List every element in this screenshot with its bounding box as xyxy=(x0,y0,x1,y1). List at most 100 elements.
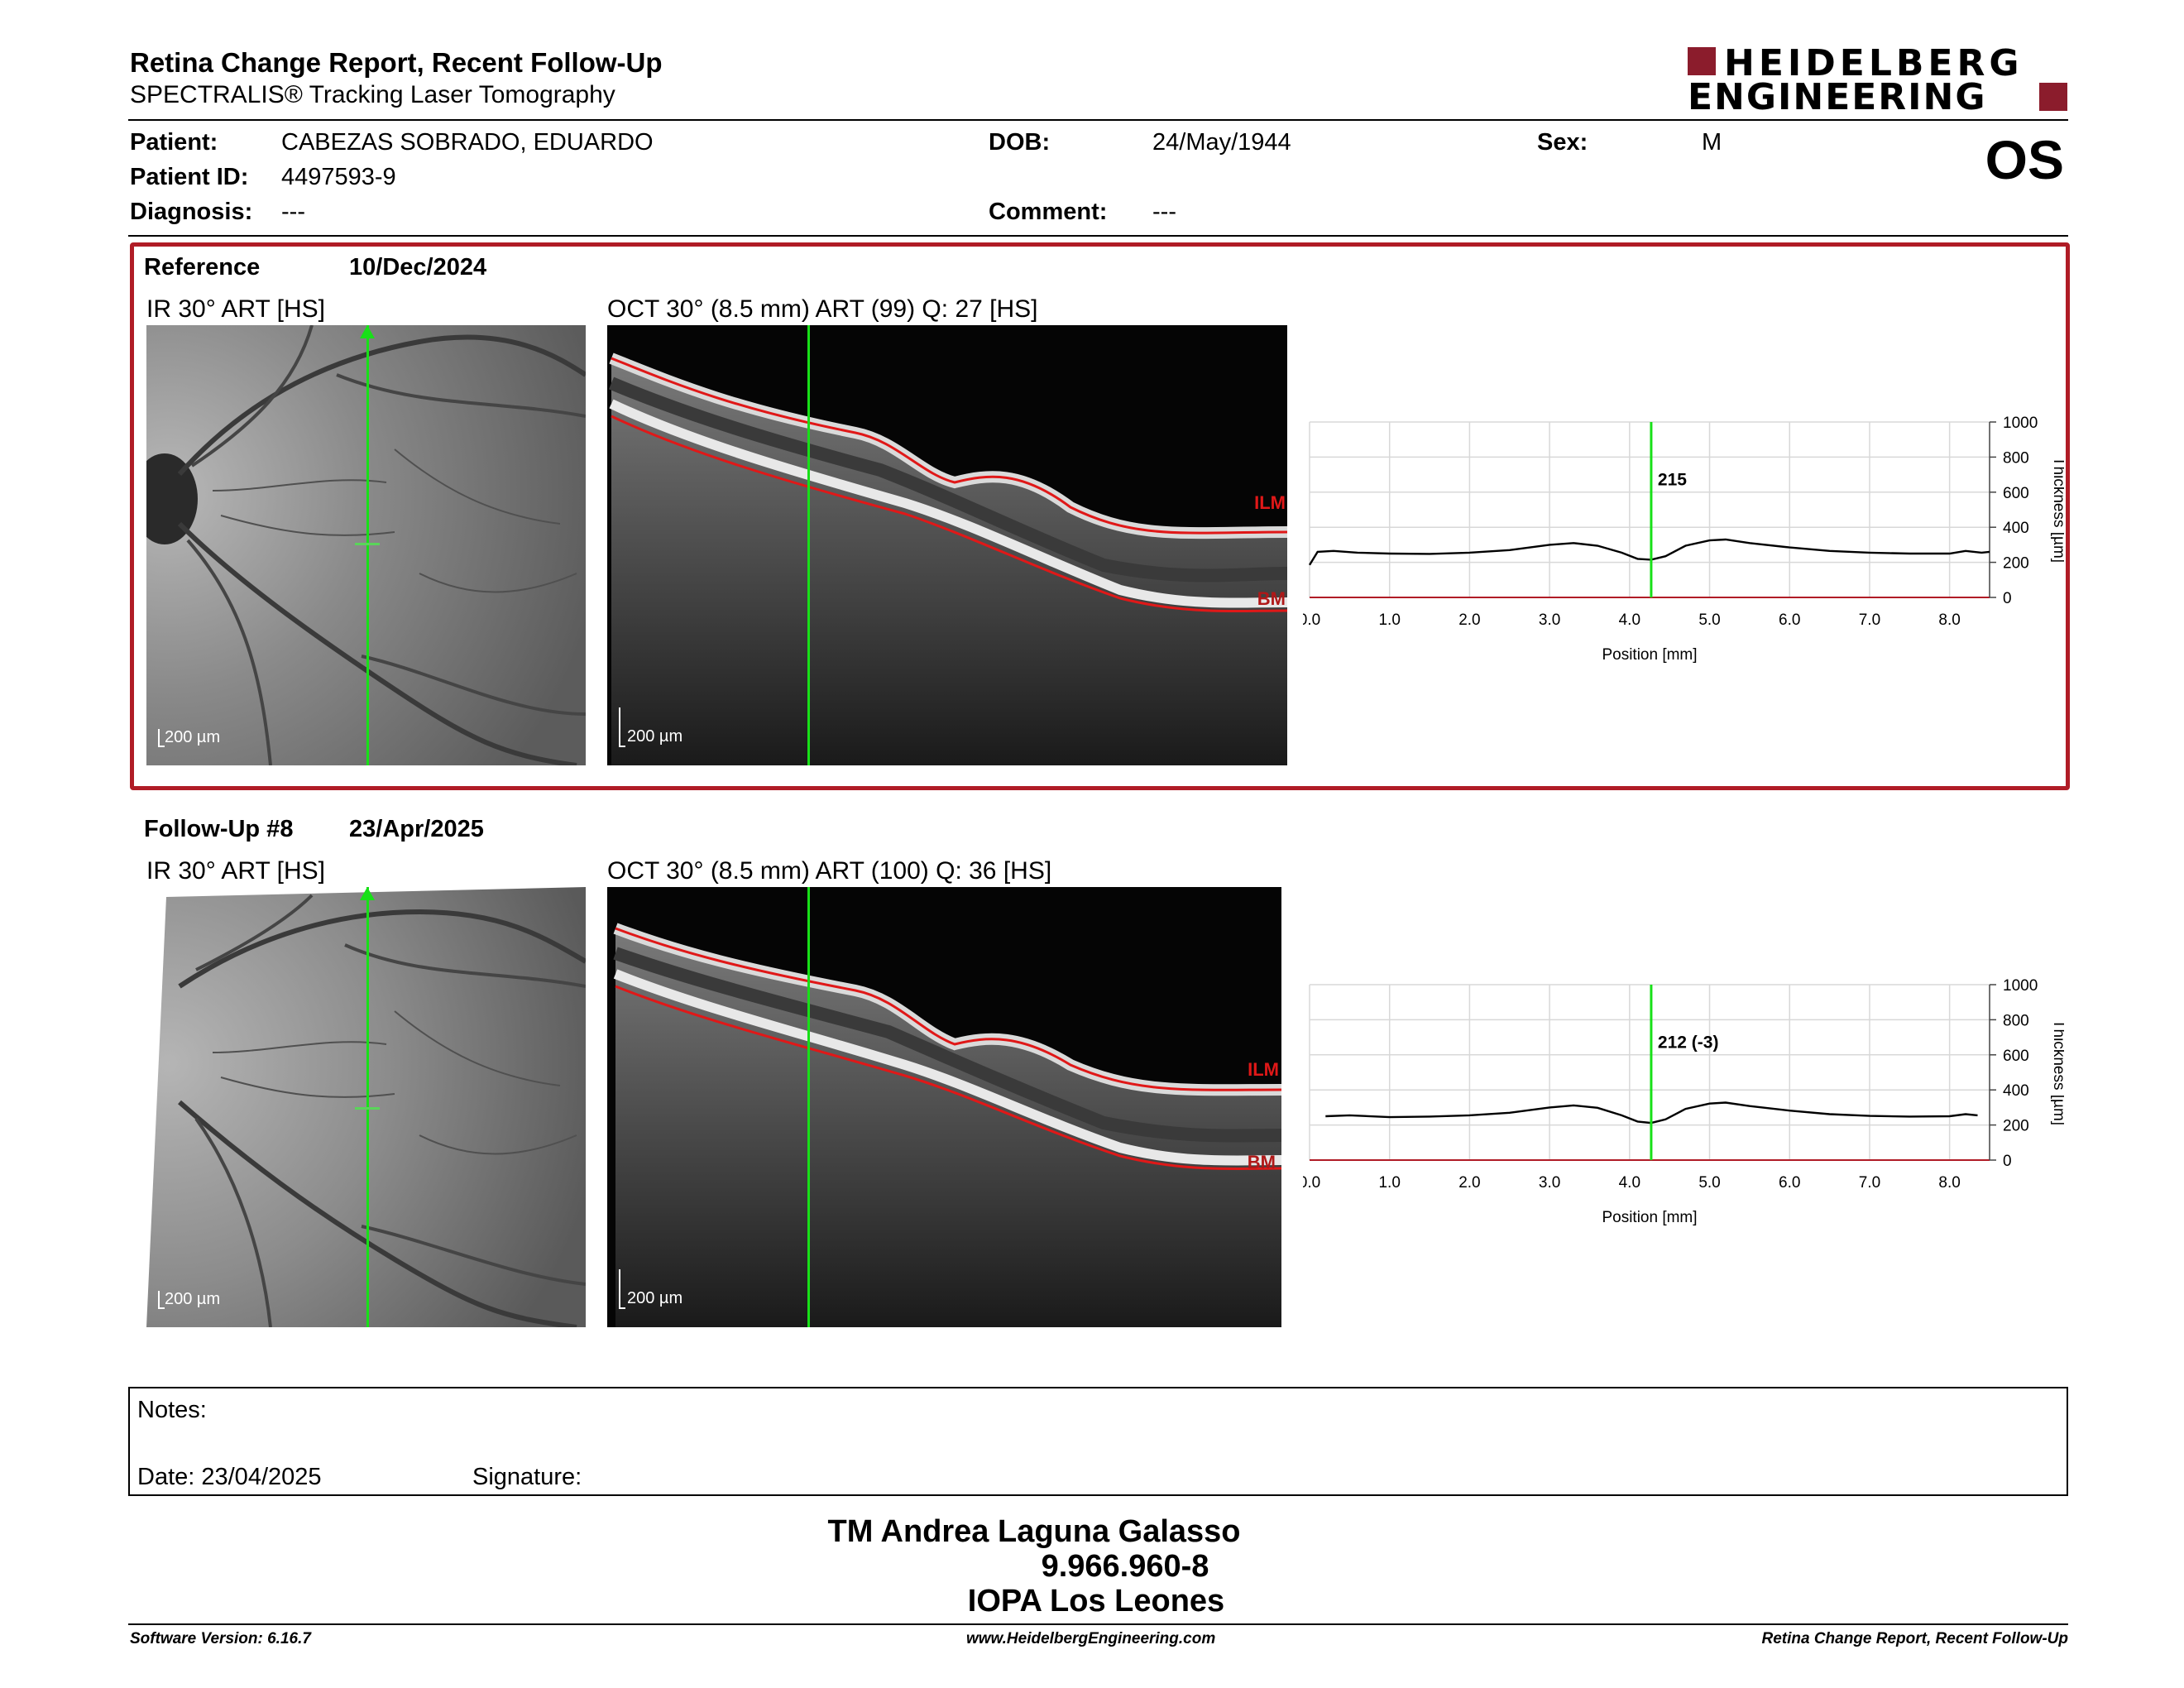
oct-scan-line xyxy=(807,887,810,1327)
reference-oct-caption: OCT 30° (8.5 mm) ART (99) Q: 27 [HS] xyxy=(607,295,1038,323)
reference-ir-scale-label: 200 µm xyxy=(165,728,221,746)
patient-id-value: 4497593-9 xyxy=(281,164,396,190)
thickness-series-line xyxy=(1325,1101,1978,1125)
oct-scalebar-line xyxy=(619,707,620,747)
website-link[interactable]: www.HeidelbergEngineering.com xyxy=(966,1630,1216,1647)
notes-date: Date: 23/04/2025 xyxy=(137,1464,322,1490)
followup-label: Follow-Up #8 xyxy=(144,816,294,842)
patient-name: CABEZAS SOBRADO, EDUARDO xyxy=(281,129,654,156)
followup-thickness-chart: 0 200 400 600 800 1000 0.0 1.0 2.0 3.0 4.0 5.0 6.0 7.… xyxy=(1303,977,2064,1226)
ir-fovea-marker xyxy=(355,1107,380,1110)
ir-scalebar-foot xyxy=(158,746,165,747)
reference-ir-caption: IR 30° ART [HS] xyxy=(146,295,325,323)
y-tick-label: 800 xyxy=(2003,449,2029,467)
reference-label: Reference xyxy=(144,254,261,281)
logo-text-top: HEIDELBERG xyxy=(1724,42,2024,84)
x-tick-label: 2.0 xyxy=(1458,611,1480,629)
notes-box: Notes: Date: 23/04/2025 Signature: xyxy=(128,1387,2068,1496)
patient-divider xyxy=(128,235,2068,237)
cursor-value-label: 212 (-3) xyxy=(1658,1033,1719,1052)
ir-scalebar-foot xyxy=(158,1307,165,1309)
followup-oct-scale-label: 200 µm xyxy=(627,1289,683,1307)
reference-date: 10/Dec/2024 xyxy=(349,254,487,281)
signer-institution: IOPA Los Leones xyxy=(967,1584,1225,1618)
dob-value: 24/May/1944 xyxy=(1152,129,1291,156)
followup-oct-caption: OCT 30° (8.5 mm) ART (100) Q: 36 [HS] xyxy=(607,857,1052,885)
x-tick-label: 7.0 xyxy=(1859,611,1880,629)
logo-square-bottom xyxy=(2039,83,2067,111)
followup-ir-image: 200 µm xyxy=(146,887,586,1327)
reference-thickness-chart: 0 200 400 600 800 1000 0.0 1.0 2.0 3.0 4.0 5.0 6.0 7.… xyxy=(1303,415,2064,664)
x-tick-label: 1.0 xyxy=(1378,611,1400,629)
y-axis-label: Thickness [µm] xyxy=(2050,1019,2064,1125)
x-tick-label: 5.0 xyxy=(1698,1174,1720,1192)
comment-label: Comment: xyxy=(989,199,1108,225)
y-tick-label: 600 xyxy=(2003,485,2029,502)
ir-fovea-marker xyxy=(355,543,380,545)
software-version: Software Version: 6.16.7 xyxy=(130,1630,311,1647)
followup-date: 23/Apr/2025 xyxy=(349,816,484,842)
diagnosis-value: --- xyxy=(281,199,305,225)
reference-bm-label: BM xyxy=(1257,588,1286,609)
x-tick-label: 4.0 xyxy=(1619,1174,1640,1192)
x-tick-label: 3.0 xyxy=(1539,611,1560,629)
y-tick-label: 400 xyxy=(2003,1082,2029,1100)
x-tick-label: 5.0 xyxy=(1698,611,1720,629)
logo-text-bottom: ENGINEERING xyxy=(1688,76,1987,118)
x-tick-label: 1.0 xyxy=(1378,1174,1400,1192)
followup-oct-image: ILM BM 200 µm xyxy=(607,887,1287,1327)
y-tick-label: 600 xyxy=(2003,1048,2029,1065)
ir-scan-arrow xyxy=(360,325,375,338)
heidelberg-logo: HEIDELBERG ENGINEERING xyxy=(1688,42,2068,118)
reference-section-frame xyxy=(130,242,2070,790)
patient-id-label: Patient ID: xyxy=(130,164,249,190)
oct-scalebar-foot xyxy=(619,746,625,747)
y-tick-label: 200 xyxy=(2003,1118,2029,1135)
sex-label: Sex: xyxy=(1537,129,1588,156)
y-tick-label: 0 xyxy=(2003,1153,2012,1170)
dob-label: DOB: xyxy=(989,129,1051,156)
patient-label: Patient: xyxy=(130,129,218,156)
thickness-series-line xyxy=(1308,538,1990,566)
ir-scan-line xyxy=(366,325,369,765)
x-axis-label: Position [mm] xyxy=(1602,1209,1697,1226)
oct-scalebar-line xyxy=(619,1269,620,1309)
comment-value: --- xyxy=(1152,199,1176,225)
x-tick-label: 8.0 xyxy=(1938,611,1960,629)
diagnosis-label: Diagnosis: xyxy=(130,199,253,225)
x-tick-label: 8.0 xyxy=(1938,1174,1960,1192)
sex-value: M xyxy=(1702,129,1722,156)
reference-ilm-label: ILM xyxy=(1254,492,1286,513)
footer-report-name: Retina Change Report, Recent Follow-Up xyxy=(1761,1630,2068,1647)
reference-oct-scale-label: 200 µm xyxy=(627,727,683,746)
oct-scan-line xyxy=(807,325,810,765)
followup-ilm-label: ILM xyxy=(1248,1059,1279,1080)
y-tick-label: 200 xyxy=(2003,555,2029,573)
ir-scan-arrow xyxy=(360,887,375,900)
eye-indicator: OS xyxy=(1985,129,2064,190)
y-tick-label: 800 xyxy=(2003,1012,2029,1029)
report-title: Retina Change Report, Recent Follow-Up xyxy=(130,47,663,78)
y-tick-label: 0 xyxy=(2003,590,2012,607)
oct-scalebar-foot xyxy=(619,1307,625,1309)
y-tick-label: 1000 xyxy=(2003,977,2038,995)
footer-divider xyxy=(128,1623,2068,1625)
report-subtitle: SPECTRALIS® Tracking Laser Tomography xyxy=(130,81,615,108)
y-tick-label: 1000 xyxy=(2003,415,2038,432)
ir-scalebar-line xyxy=(158,1291,160,1309)
signer-name: TM Andrea Laguna Galasso xyxy=(827,1514,1241,1549)
followup-bm-label: BM xyxy=(1247,1152,1276,1172)
x-tick-label: 0.0 xyxy=(1303,611,1320,629)
x-tick-label: 7.0 xyxy=(1859,1174,1880,1192)
x-axis-label: Position [mm] xyxy=(1602,646,1697,664)
ir-scalebar-line xyxy=(158,729,160,747)
logo-square-top xyxy=(1688,47,1716,75)
cursor-value-label: 215 xyxy=(1658,470,1687,489)
signer-id: 9.966.960-8 xyxy=(1041,1549,1209,1584)
reference-oct-image: ILM BM 200 µm xyxy=(607,325,1287,765)
x-tick-label: 0.0 xyxy=(1303,1174,1320,1192)
x-tick-label: 2.0 xyxy=(1458,1174,1480,1192)
x-tick-label: 6.0 xyxy=(1779,611,1800,629)
y-axis-label: Thickness [µm] xyxy=(2050,457,2064,563)
followup-ir-scale-label: 200 µm xyxy=(165,1290,221,1308)
